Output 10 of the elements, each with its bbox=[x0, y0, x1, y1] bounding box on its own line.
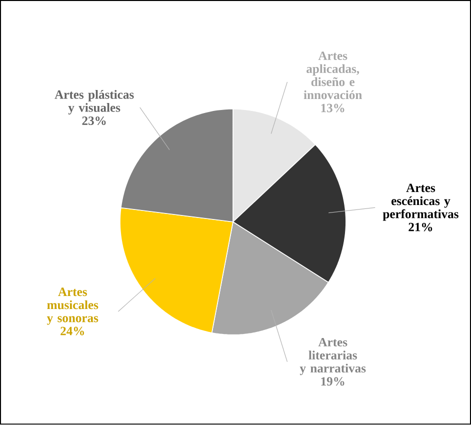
slice-label: Artes aplicadas, diseño e innovación bbox=[304, 52, 362, 100]
slice-label: Artes plásticas y visuales bbox=[54, 90, 134, 115]
data-label: 19% bbox=[321, 377, 344, 386]
data-label: 21% bbox=[408, 223, 432, 232]
data-label: 13% bbox=[321, 104, 344, 112]
slice-label: Artes literarias y narrativas bbox=[300, 338, 366, 376]
slice-label: Artes escénicas y performativas bbox=[382, 184, 458, 221]
slice-label: Artes musicales y sonoras bbox=[46, 288, 98, 326]
data-label: 23% bbox=[82, 116, 106, 126]
data-label: 24% bbox=[60, 327, 84, 336]
